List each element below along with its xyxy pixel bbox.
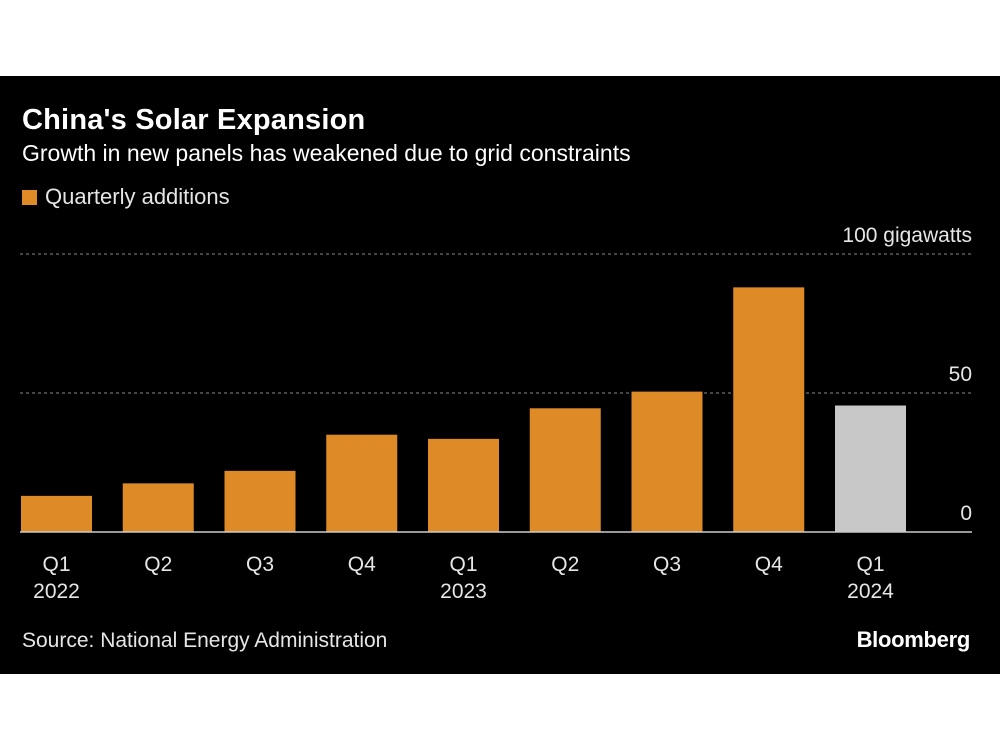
x-tick-label: Q1 bbox=[856, 553, 884, 576]
x-year-label: 2023 bbox=[440, 580, 487, 603]
bar bbox=[835, 405, 906, 532]
bar bbox=[224, 470, 296, 532]
x-tick-label: Q4 bbox=[348, 553, 376, 576]
y-tick-label: 100 gigawatts bbox=[842, 224, 972, 247]
x-tick-label: Q4 bbox=[755, 553, 783, 576]
bar bbox=[631, 391, 703, 532]
bloomberg-logo: Bloomberg bbox=[856, 627, 971, 652]
legend-swatch bbox=[22, 189, 37, 205]
bar bbox=[428, 438, 499, 532]
x-tick-label: Q2 bbox=[551, 553, 579, 576]
x-tick-label: Q1 bbox=[449, 553, 477, 576]
y-tick-label: 0 bbox=[960, 502, 972, 525]
chart-subtitle: Growth in new panels has weakened due to… bbox=[22, 140, 631, 166]
bar bbox=[326, 434, 398, 532]
bar-chart: 0 50 100 gigawatts Q1 2022 Q2 Q3 Q4 Q1 2023 Q2 Q3 Q4… bbox=[20, 224, 972, 603]
x-tick-label: Q3 bbox=[653, 553, 681, 576]
x-year-label: 2022 bbox=[33, 580, 80, 603]
x-year-label: 2024 bbox=[847, 580, 894, 603]
legend-label: Quarterly additions bbox=[45, 184, 230, 209]
chart-title: China's Solar Expansion bbox=[22, 104, 366, 136]
legend: Quarterly additions bbox=[22, 184, 230, 210]
bar bbox=[733, 287, 805, 532]
x-tick-label: Q1 bbox=[42, 553, 70, 576]
bar bbox=[122, 483, 194, 532]
chart-panel: China's Solar Expansion Growth in new pa… bbox=[0, 76, 1000, 674]
bar bbox=[529, 408, 601, 532]
y-tick-label: 50 bbox=[949, 363, 972, 386]
x-tick-label: Q2 bbox=[144, 553, 172, 576]
source-note: Source: National Energy Administration bbox=[22, 629, 388, 652]
x-tick-label: Q3 bbox=[246, 553, 274, 576]
bar bbox=[21, 495, 92, 532]
